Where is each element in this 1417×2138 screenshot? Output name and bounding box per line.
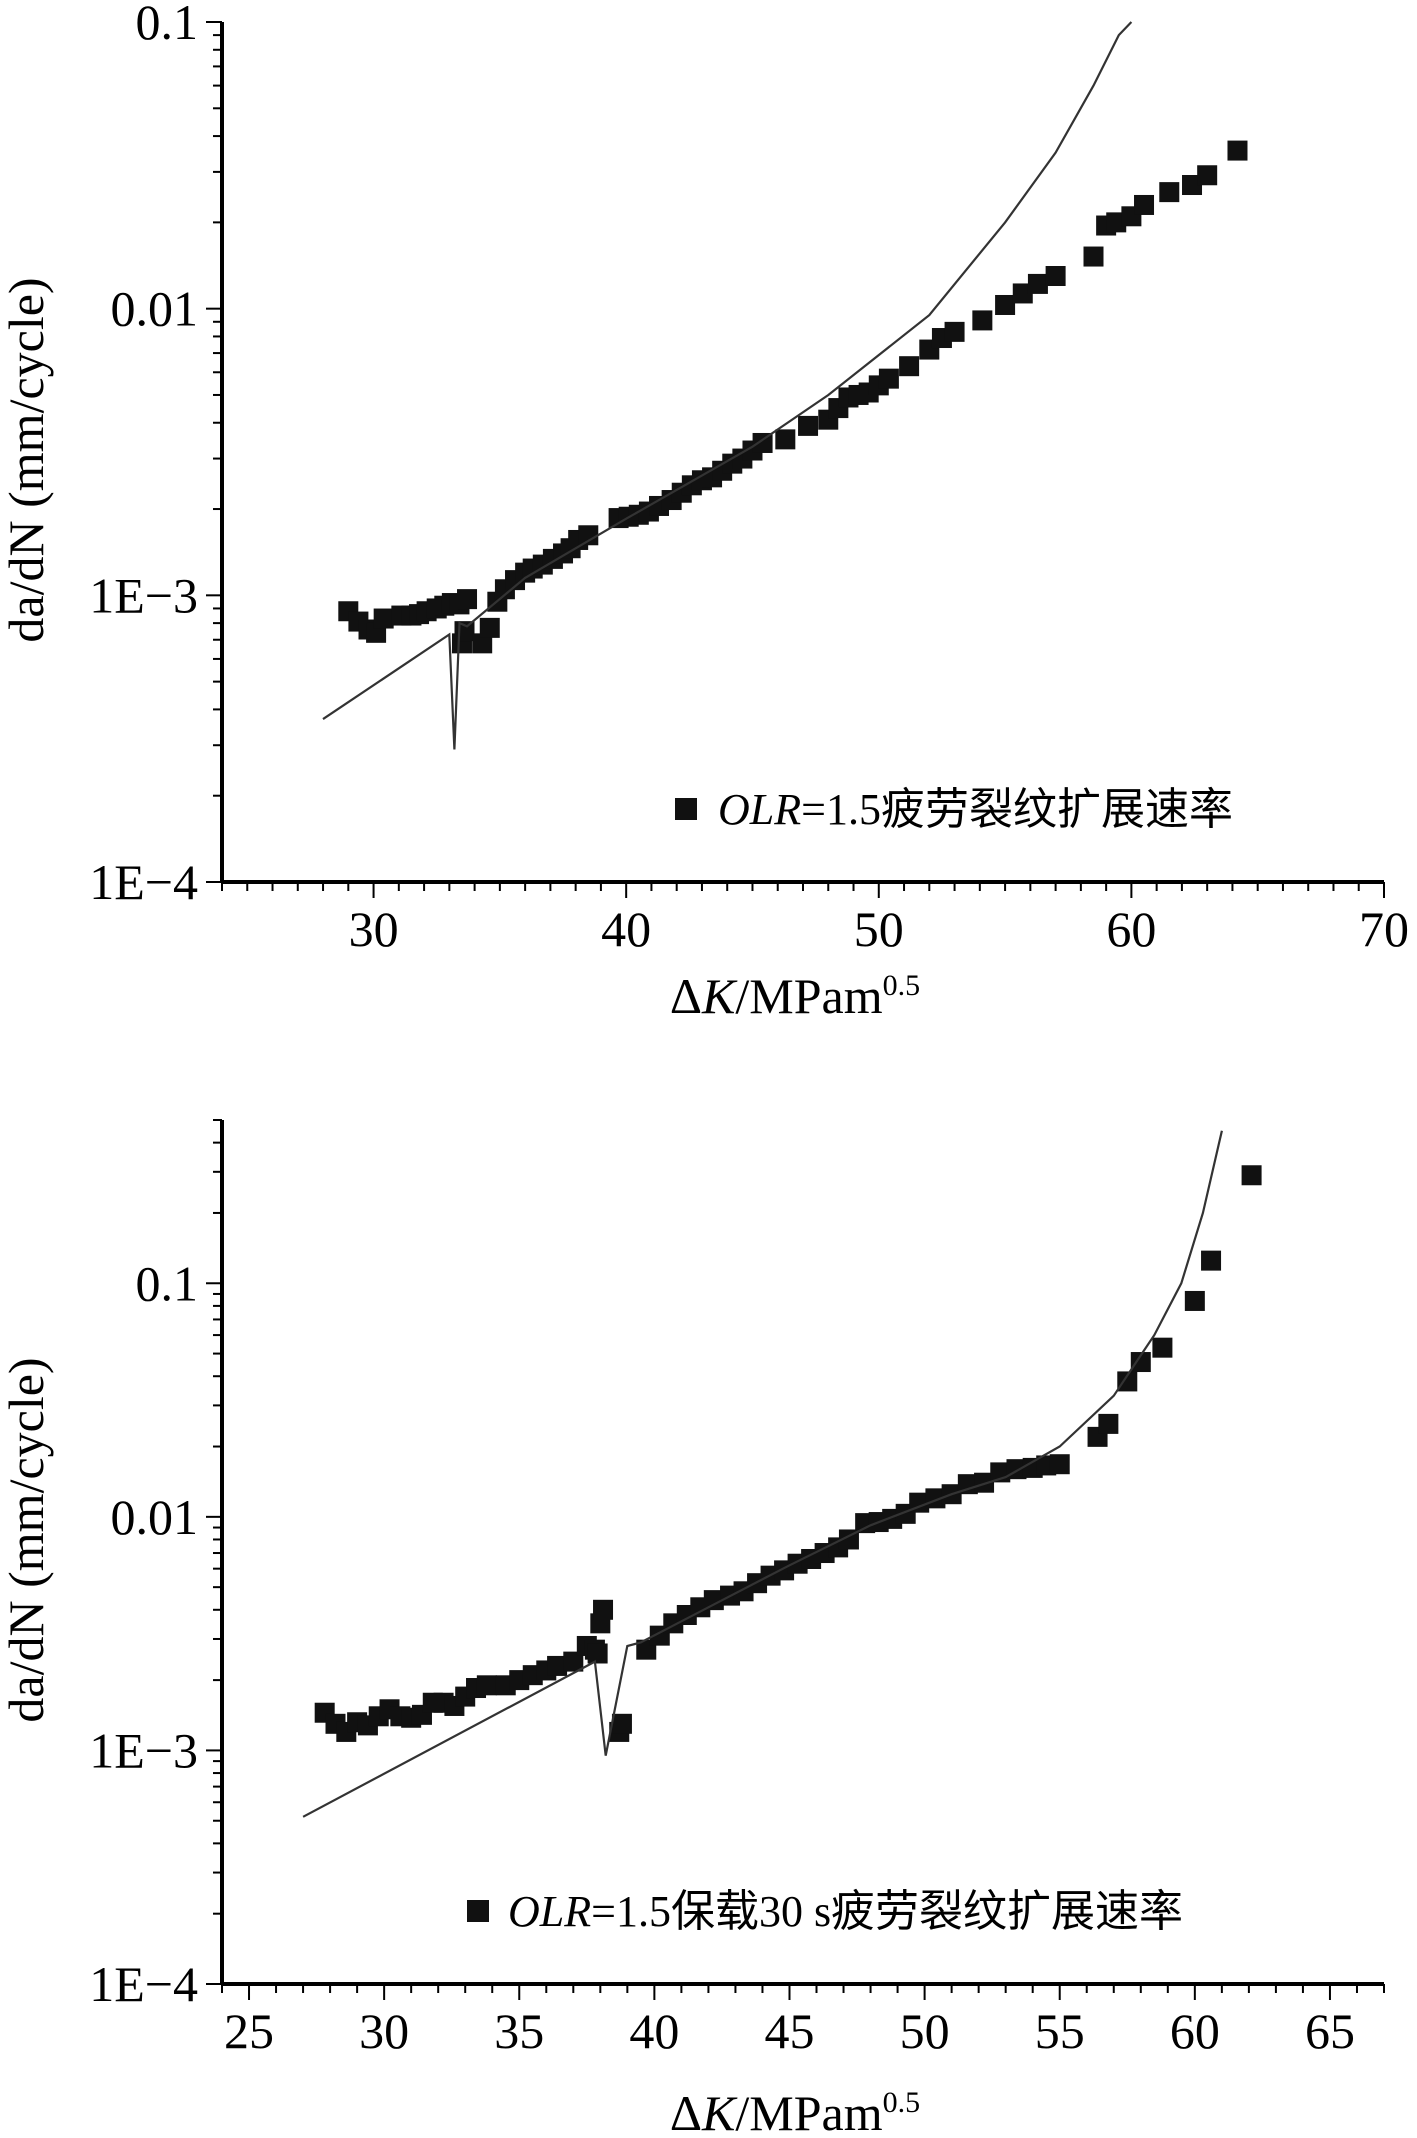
chart-top-marks — [322, 21, 1248, 750]
chart-bottom-x-tick-label: 65 — [1305, 2003, 1355, 2059]
chart-bottom-data-point — [1241, 1165, 1262, 1186]
chart-top-data-point — [1027, 273, 1048, 294]
chart-bottom-data-point — [974, 1472, 995, 1493]
chart-bottom-y-tick-label: 1E−4 — [89, 1956, 198, 2012]
chart-bottom-marks — [302, 1130, 1262, 1818]
chart-bottom-x-tick-label: 40 — [629, 2003, 679, 2059]
chart-top-x-axis-title: ΔK/MPam0.5 — [670, 968, 920, 1024]
chart-top-data-point — [373, 608, 394, 629]
chart-top-data-point — [798, 415, 819, 436]
chart-top-data-point — [1083, 246, 1104, 267]
chart-top-data-point — [1159, 182, 1180, 203]
chart-top-x-tick-label: 40 — [601, 901, 651, 957]
chart-bottom-x-tick-label: 35 — [494, 2003, 544, 2059]
chart-bottom-x-tick-label: 50 — [900, 2003, 950, 2059]
chart-bottom-y-tick-label: 1E−3 — [89, 1722, 198, 1778]
chart-bottom-x-tick-label: 60 — [1170, 2003, 1220, 2059]
chart-bottom-axes: 25 30 35 40 45 50 55 60 65 1E−4 1E−3 0.01 0.1 — [89, 1119, 1385, 2059]
chart-bottom-data-point — [1184, 1290, 1205, 1311]
chart-bottom-model-curve — [302, 1130, 1223, 1818]
chart-top-data-point — [995, 294, 1016, 315]
chart-top-y-axis-title: da/dN (mm/cycle) — [0, 277, 54, 642]
chart-top-legend-label: OLR=1.5疲劳裂纹扩展速率 — [718, 785, 1233, 834]
chart-bottom: 25 30 35 40 45 50 55 60 65 1E−4 1E−3 0.01 0.1 da/dN … — [0, 1119, 1385, 2138]
chart-top-x-tick-label: 50 — [854, 901, 904, 957]
chart-top-data-point — [1227, 140, 1248, 161]
chart-top-model-curve — [322, 21, 1133, 750]
chart-bottom-data-point — [957, 1474, 978, 1495]
chart-bottom-legend: OLR=1.5保载30 s疲劳裂纹扩展速率 — [467, 1887, 1183, 1936]
chart-top-data-point — [899, 356, 920, 377]
chart-top-axes: 30 40 50 60 70 1E−4 1E−3 0.01 0.1 — [89, 0, 1409, 957]
chart-bottom-y-tick-label: 0.1 — [136, 1255, 199, 1311]
chart-bottom-x-tick-label: 25 — [224, 2003, 274, 2059]
chart-bottom-x-tick-label: 30 — [359, 2003, 409, 2059]
chart-bottom-data-point — [1152, 1337, 1173, 1358]
chart-bottom-x-tick-label: 55 — [1035, 2003, 1085, 2059]
chart-top-data-point — [479, 617, 500, 638]
chart-bottom-x-tick-label: 45 — [764, 2003, 814, 2059]
chart-bottom-data-point — [1098, 1413, 1119, 1434]
chart-top-data-point — [578, 525, 599, 546]
chart-bottom-data-point — [1201, 1250, 1222, 1271]
chart-bottom-data-point — [587, 1643, 608, 1664]
chart-bottom-data-point — [563, 1651, 584, 1672]
chart-bottom-y-axis-title: da/dN (mm/cycle) — [0, 1357, 54, 1722]
chart-top-y-tick-label: 1E−3 — [89, 567, 198, 623]
chart-bottom-data-point — [1130, 1352, 1151, 1373]
chart-top-data-point — [457, 589, 478, 610]
chart-bottom-legend-label: OLR=1.5保载30 s疲劳裂纹扩展速率 — [508, 1887, 1183, 1936]
chart-top-legend-marker — [675, 798, 697, 820]
chart-top-data-point — [1182, 175, 1203, 196]
chart-top-data-point — [878, 368, 899, 389]
chart-bottom-data-point — [1049, 1454, 1070, 1475]
chart-top-x-tick-label: 60 — [1106, 901, 1156, 957]
chart-top-legend: OLR=1.5疲劳裂纹扩展速率 — [675, 785, 1233, 834]
chart-top-data-point — [1197, 165, 1218, 186]
chart-top-data-point — [944, 321, 965, 342]
chart-bottom-data-point — [593, 1599, 614, 1620]
chart-top-x-tick-label: 30 — [349, 901, 399, 957]
chart-top-data-point — [752, 432, 773, 453]
chart-bottom-data-point — [1117, 1371, 1138, 1392]
chart-bottom-data-point — [476, 1675, 497, 1696]
chart-top-data-point — [1134, 194, 1155, 215]
chart-top-x-tick-label: 70 — [1359, 901, 1409, 957]
chart-bottom-x-axis-title: ΔK/MPam0.5 — [670, 2085, 920, 2138]
chart-bottom-y-tick-label: 0.01 — [111, 1489, 199, 1545]
chart-bottom-data-point — [611, 1713, 632, 1734]
chart-top-data-point — [1106, 212, 1127, 233]
chart-top-y-tick-label: 0.01 — [111, 281, 199, 337]
chart-top-data-point — [1012, 283, 1033, 304]
chart-bottom-data-point — [703, 1590, 724, 1611]
chart-top-y-tick-label: 0.1 — [136, 0, 199, 50]
chart-top: 30 40 50 60 70 1E−4 1E−3 0.01 0.1 da/dN (mm/cycl… — [0, 0, 1409, 1024]
chart-top-data-point — [472, 633, 493, 654]
chart-top-data-point — [972, 310, 993, 331]
chart-bottom-legend-marker — [467, 1900, 489, 1922]
chart-top-data-point — [1045, 266, 1066, 287]
chart-top-data-point — [775, 429, 796, 450]
chart-bottom-data-point — [547, 1655, 568, 1676]
chart-top-y-tick-label: 1E−4 — [89, 854, 198, 910]
